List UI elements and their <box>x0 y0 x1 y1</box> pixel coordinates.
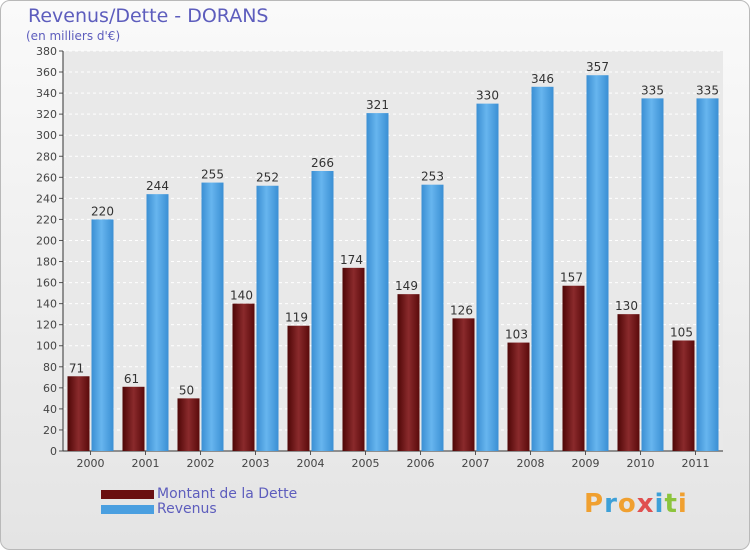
y-tick-label: 20 <box>43 424 57 437</box>
bar-revenus <box>421 184 444 451</box>
y-tick-label: 240 <box>36 192 57 205</box>
data-label-revenus: 220 <box>91 204 114 218</box>
bar-revenus <box>586 75 609 452</box>
data-label-dette: 130 <box>615 299 638 313</box>
y-tick-label: 320 <box>36 108 57 121</box>
data-label-dette: 61 <box>124 372 139 386</box>
x-tick-label: 2010 <box>627 457 655 470</box>
data-label-revenus: 321 <box>366 98 389 112</box>
data-label-revenus: 244 <box>146 179 169 193</box>
x-tick-label: 2000 <box>77 457 105 470</box>
bar-dette <box>452 318 475 451</box>
bar-dette <box>562 285 585 451</box>
bar-revenus <box>641 98 664 452</box>
data-label-dette: 105 <box>670 325 693 339</box>
legend-label-dette: Montant de la Dette <box>157 486 298 502</box>
bar-dette <box>507 342 530 451</box>
y-tick-label: 180 <box>36 256 57 269</box>
y-tick-label: 300 <box>36 129 57 142</box>
y-tick-label: 40 <box>43 403 57 416</box>
legend-swatch-revenus <box>101 505 154 514</box>
y-tick-label: 140 <box>36 298 57 311</box>
data-label-dette: 126 <box>450 303 473 317</box>
x-tick-label: 2011 <box>682 457 710 470</box>
y-tick-label: 0 <box>50 445 57 458</box>
data-label-dette: 50 <box>179 383 194 397</box>
plot-area <box>63 51 723 451</box>
y-tick-label: 380 <box>36 45 57 58</box>
y-tick-label: 200 <box>36 234 57 247</box>
y-tick-label: 360 <box>36 66 57 79</box>
y-tick-label: 80 <box>43 361 57 374</box>
data-label-revenus: 266 <box>311 156 334 170</box>
data-label-dette: 119 <box>285 311 308 325</box>
proxiti-logo: Proxiti <box>584 489 688 519</box>
data-label-revenus: 357 <box>586 60 609 74</box>
data-label-revenus: 346 <box>531 72 554 86</box>
data-label-dette: 149 <box>395 279 418 293</box>
bar-dette <box>397 294 420 451</box>
bar-dette <box>287 325 310 451</box>
data-label-dette: 140 <box>230 289 253 303</box>
x-tick-label: 2006 <box>407 457 435 470</box>
data-label-revenus: 252 <box>256 171 279 185</box>
chart-subtitle: (en milliers d'€) <box>26 29 121 43</box>
bar-revenus <box>366 113 389 452</box>
bar-dette <box>232 303 255 451</box>
y-tick-label: 100 <box>36 340 57 353</box>
bar-dette <box>122 386 145 451</box>
data-label-revenus: 335 <box>696 83 719 97</box>
legend-label-revenus: Revenus <box>157 501 217 517</box>
bar-dette <box>177 398 200 451</box>
x-tick-label: 2004 <box>297 457 325 470</box>
bar-revenus <box>91 219 114 451</box>
data-label-revenus: 253 <box>421 170 444 184</box>
x-tick-label: 2007 <box>462 457 490 470</box>
data-label-revenus: 255 <box>201 168 224 182</box>
bar-dette <box>67 376 90 451</box>
y-tick-label: 220 <box>36 213 57 226</box>
bar-dette <box>617 314 640 451</box>
x-tick-label: 2002 <box>187 457 215 470</box>
x-tick-label: 2008 <box>517 457 545 470</box>
y-tick-label: 60 <box>43 382 57 395</box>
y-tick-label: 160 <box>36 277 57 290</box>
x-tick-label: 2003 <box>242 457 270 470</box>
legend-swatch-dette <box>101 490 154 499</box>
chart-title: Revenus/Dette - DORANS <box>28 5 269 27</box>
bar-dette <box>672 340 695 451</box>
x-tick-label: 2009 <box>572 457 600 470</box>
y-tick-label: 260 <box>36 171 57 184</box>
bar-revenus <box>311 171 334 451</box>
y-tick-label: 120 <box>36 319 57 332</box>
x-tick-label: 2005 <box>352 457 380 470</box>
bar-revenus <box>146 194 169 451</box>
bar-revenus <box>256 185 279 451</box>
y-tick-label: 340 <box>36 87 57 100</box>
bar-revenus <box>476 103 499 451</box>
bar-revenus <box>696 98 719 452</box>
bar-dette <box>342 267 365 451</box>
data-label-revenus: 330 <box>476 89 499 103</box>
x-tick-label: 2001 <box>132 457 160 470</box>
data-label-revenus: 335 <box>641 83 664 97</box>
data-label-dette: 71 <box>69 361 84 375</box>
data-label-dette: 157 <box>560 271 583 285</box>
data-label-dette: 103 <box>505 328 528 342</box>
data-label-dette: 174 <box>340 253 363 267</box>
bar-revenus <box>201 182 224 451</box>
y-tick-label: 280 <box>36 150 57 163</box>
bar-revenus <box>531 86 554 451</box>
